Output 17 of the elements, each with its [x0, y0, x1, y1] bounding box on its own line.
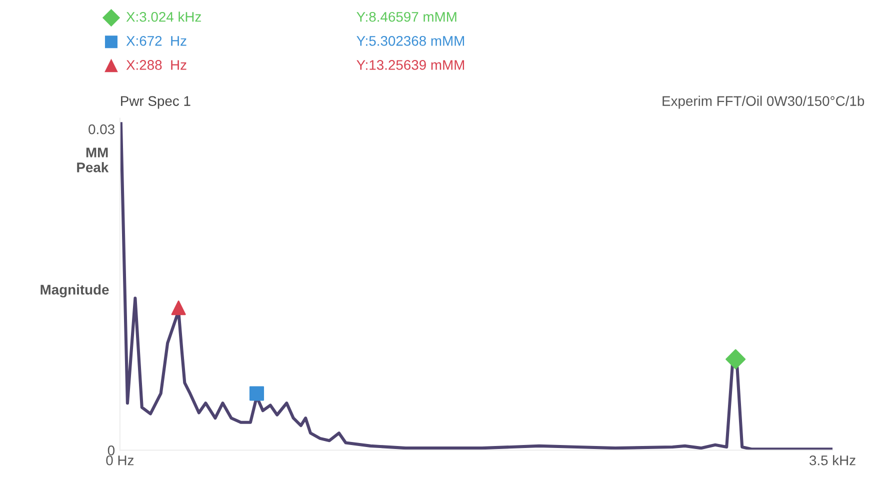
- text: Y:13.25639 mMM: [356, 60, 464, 70]
- point: [726, 349, 746, 370]
- y-axis-title: Magnitude: [40, 284, 109, 298]
- y-tick-label: 0.03: [88, 124, 114, 134]
- x-tick-label: 3.5 kHz: [809, 455, 856, 466]
- point: [171, 300, 186, 316]
- chart-title: Pwr Spec 1: [121, 96, 190, 109]
- x-tick-label: 0 Hz: [106, 455, 134, 466]
- legend-label: X:3.024 kHz: [126, 12, 201, 22]
- text: Y:5.302368 mMM: [356, 36, 464, 46]
- y-tick-label: 0: [108, 446, 115, 456]
- legend-label: X:288 Hz: [126, 60, 186, 70]
- legend-label: X:672 Hz: [126, 36, 186, 46]
- text: MM Peak: [77, 148, 109, 172]
- chart-subtitle: Experim FFT/Oil 0W30/150°C/1b: [662, 96, 864, 109]
- text: Y:8.46597 mMM: [356, 12, 456, 22]
- point: [249, 386, 264, 401]
